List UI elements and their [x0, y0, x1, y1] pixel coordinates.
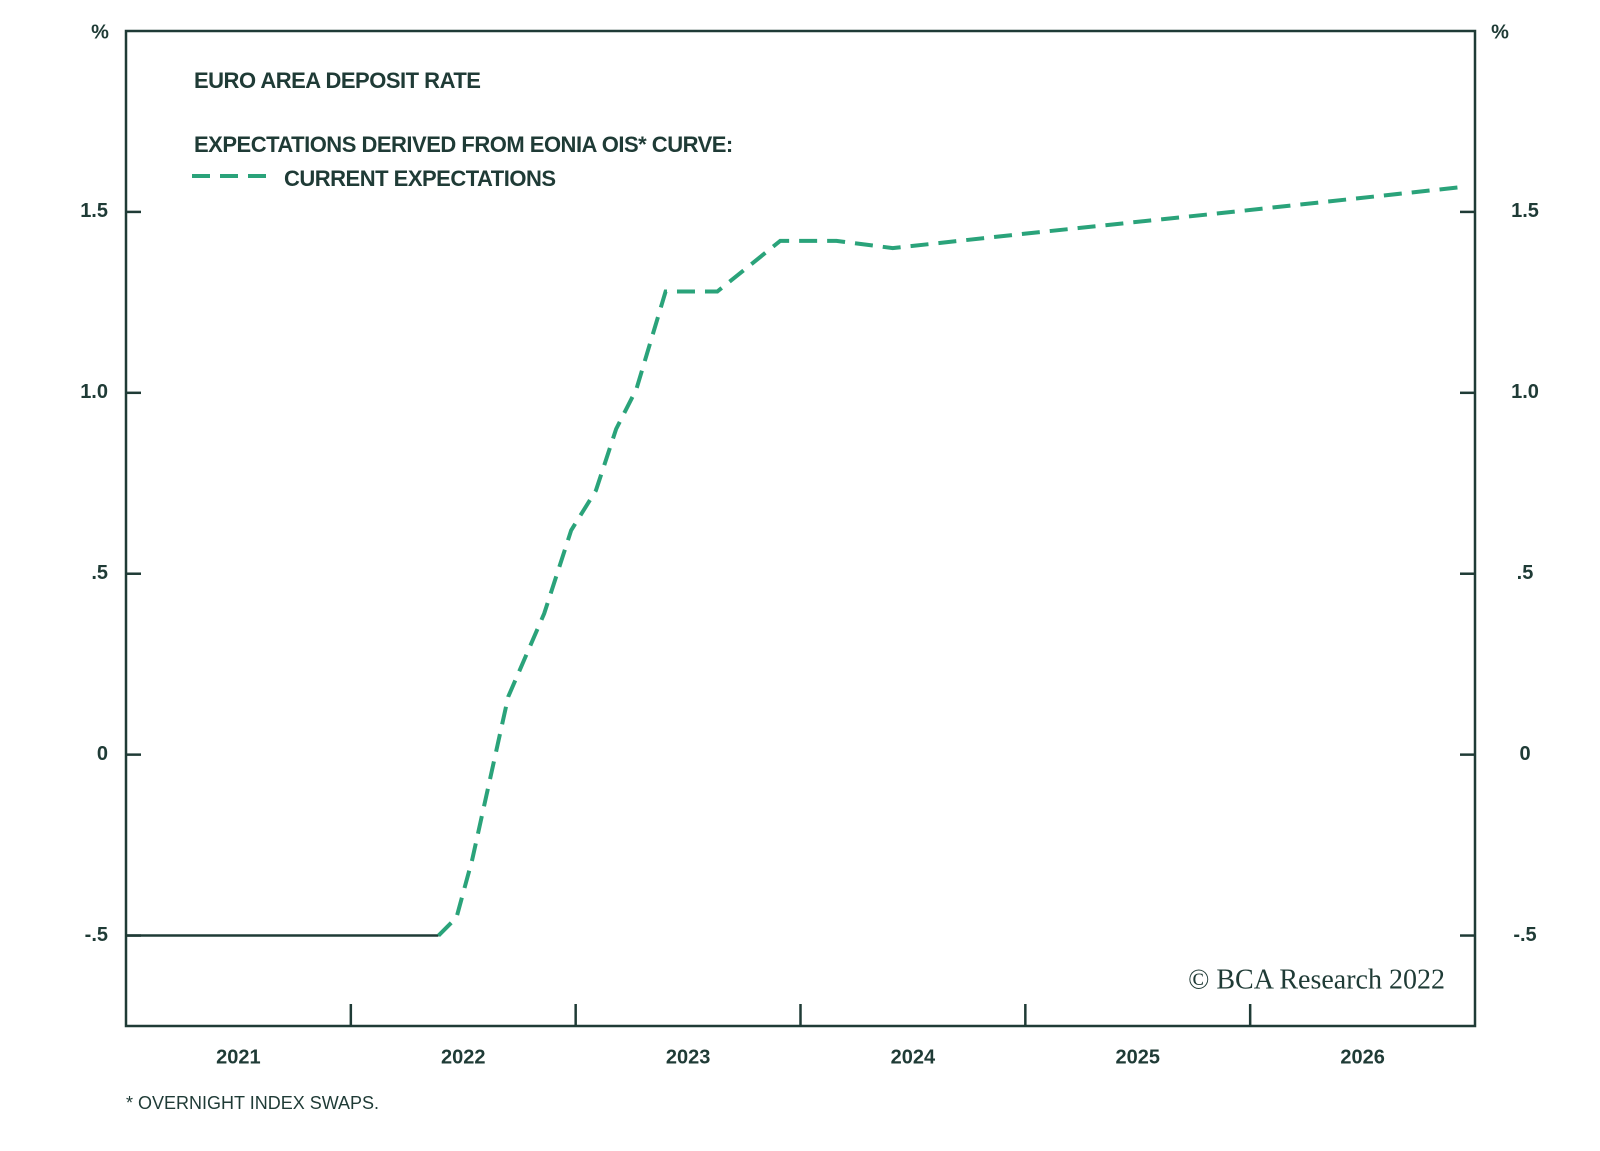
x-tick-label: 2025 — [1116, 1046, 1161, 1068]
series-line — [437, 184, 1467, 937]
y-unit: % — [91, 21, 109, 43]
watermark: © BCA Research 2022 — [1188, 964, 1445, 995]
y-tick-label: 1.5 — [80, 200, 108, 222]
y-tick-label: -.5 — [85, 924, 108, 946]
x-tick-label: 2024 — [891, 1046, 936, 1068]
x-tick-label: 2023 — [666, 1046, 711, 1068]
legend-heading: EXPECTATIONS DERIVED FROM EONIA OIS* CUR… — [194, 132, 733, 157]
legend-label: CURRENT EXPECTATIONS — [284, 166, 556, 191]
x-tick-label: 2026 — [1340, 1046, 1385, 1068]
y2-tick-label: 1.5 — [1511, 200, 1539, 222]
y2-tick-label: 1.0 — [1511, 381, 1539, 403]
y2-unit: % — [1491, 21, 1509, 43]
x-tick-label: 2021 — [216, 1046, 261, 1068]
legend-label: EURO AREA DEPOSIT RATE — [194, 68, 480, 93]
y2-tick-label: -.5 — [1513, 924, 1536, 946]
x-tick-label: 2022 — [441, 1046, 486, 1068]
y-tick-label: 0 — [97, 743, 108, 765]
y2-tick-label: .5 — [1517, 562, 1534, 584]
footnote: * OVERNIGHT INDEX SWAPS. — [126, 1093, 379, 1113]
y2-tick-label: 0 — [1519, 743, 1530, 765]
y-tick-label: .5 — [91, 562, 108, 584]
y-tick-label: 1.0 — [80, 381, 108, 403]
